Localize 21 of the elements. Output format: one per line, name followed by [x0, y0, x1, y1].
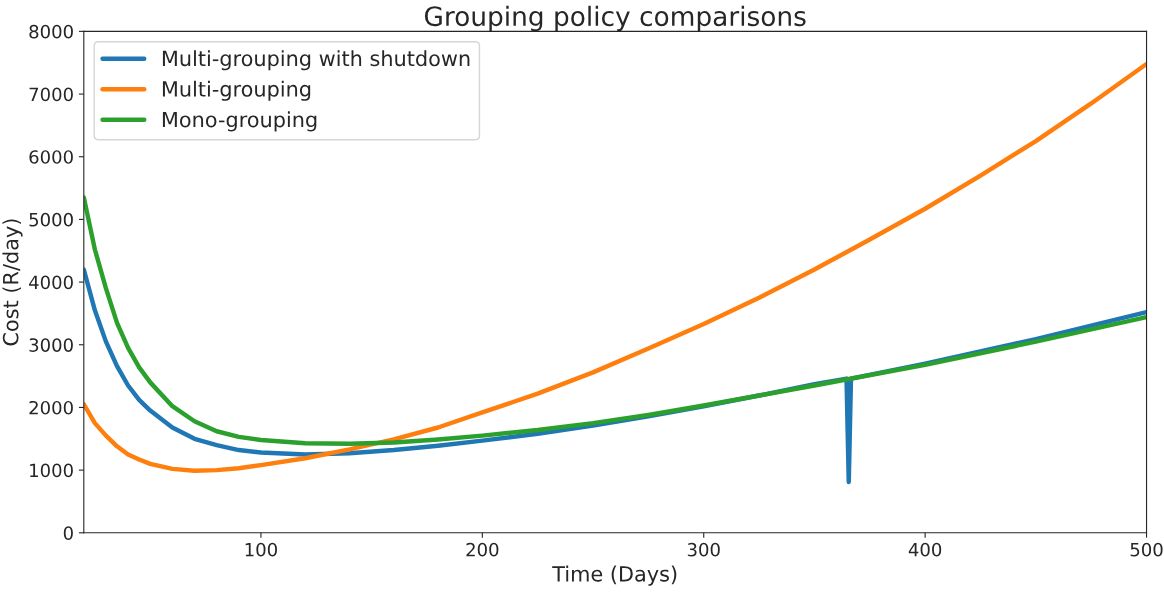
- chart-title: Grouping policy comparisons: [424, 5, 806, 32]
- x-tick-label: 200: [466, 542, 499, 557]
- y-tick-label: 1000: [30, 463, 73, 478]
- y-tick-label: 3000: [29, 338, 73, 352]
- y-tick-label: 8000: [29, 24, 73, 39]
- y-tick-label: 4000: [29, 275, 73, 290]
- y-tick-label: 5000: [29, 212, 73, 227]
- x-tick-label: 500: [1130, 542, 1163, 557]
- x-tick-label: 100: [245, 542, 277, 557]
- y-tick-label: 0: [63, 526, 73, 540]
- y-tick-label: 2000: [29, 400, 73, 415]
- legend-label: Multi-grouping: [162, 80, 311, 101]
- x-axis-title: Time (Days): [552, 565, 677, 586]
- x-tick-label: 400: [908, 542, 942, 557]
- legend-label: Mono-grouping: [162, 111, 317, 132]
- line-series: [83, 195, 1147, 447]
- y-axis-title: Cost (R/day): [2, 219, 23, 346]
- x-tick-label: 300: [687, 542, 720, 557]
- legend-label: Multi-grouping with shutdown: [162, 50, 470, 71]
- y-tick-label: 7000: [29, 87, 73, 102]
- y-tick-label: 6000: [29, 150, 73, 164]
